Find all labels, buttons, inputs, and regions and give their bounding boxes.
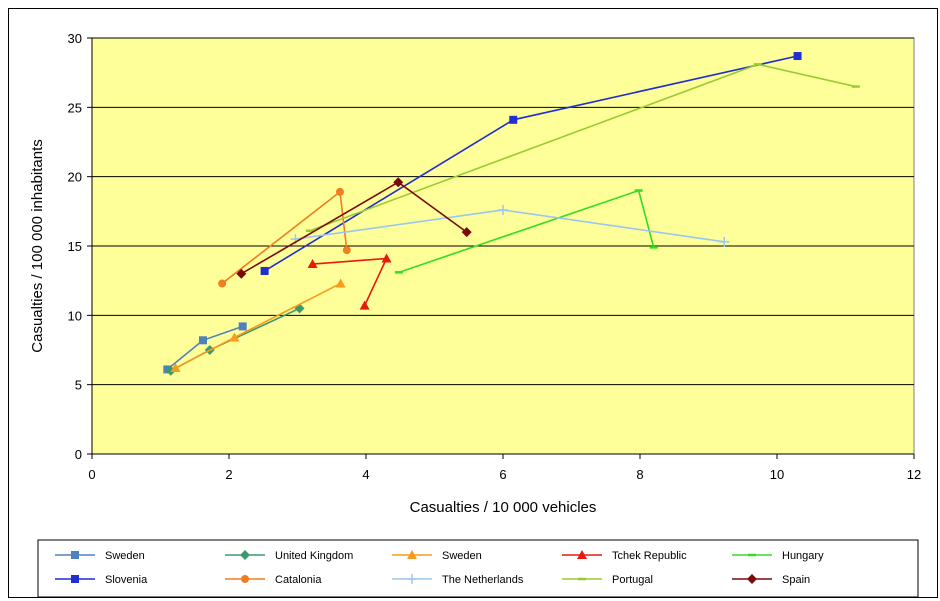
data-point (381, 253, 392, 263)
legend-label: Slovenia (105, 574, 148, 586)
series-8 (305, 63, 860, 232)
legend-marker (407, 550, 417, 559)
data-point (260, 266, 269, 275)
series-layer (163, 52, 860, 376)
legend-label: Sweden (105, 550, 145, 562)
y-tick-label: 0 (75, 447, 82, 462)
data-point (238, 322, 247, 331)
data-point (793, 52, 802, 61)
legend-item: Slovenia (55, 574, 148, 586)
x-axis-title: Casualties / 10 000 vehicles (410, 499, 597, 516)
legend-marker (407, 574, 417, 584)
data-point (461, 227, 472, 238)
y-tick-label: 10 (68, 308, 82, 323)
series-4 (394, 189, 658, 274)
legend-item: Sweden (55, 550, 145, 562)
series-5 (260, 52, 802, 275)
data-point (335, 278, 346, 288)
legend-item: Hungary (732, 550, 824, 562)
y-axis-ticks: 0 5 10 15 20 25 30 (68, 31, 93, 462)
data-point (198, 336, 207, 345)
x-tick-label: 4 (362, 467, 369, 482)
series-3 (307, 253, 392, 310)
series-2 (170, 278, 346, 373)
legend-marker (71, 575, 79, 583)
legend-item: Portugal (562, 574, 653, 586)
x-tick-label: 0 (88, 467, 95, 482)
y-tick-label: 5 (75, 378, 82, 393)
legend-marker (241, 575, 249, 583)
legend-label: Hungary (782, 550, 824, 562)
legend-label: Tchek Republic (612, 550, 687, 562)
data-point (218, 279, 227, 288)
legend-marker (240, 550, 250, 560)
data-point (307, 259, 318, 269)
legend-label: Portugal (612, 574, 653, 586)
x-tick-label: 6 (499, 467, 506, 482)
legend-marker (747, 574, 757, 584)
y-axis-title: Casualties / 100 000 inhabitants (29, 139, 46, 352)
legend-marker (71, 551, 79, 559)
y-tick-label: 20 (68, 170, 82, 185)
legend-marker (577, 550, 587, 559)
data-point (719, 236, 730, 247)
series-7 (290, 204, 730, 247)
y-tick-label: 15 (68, 239, 82, 254)
data-point (170, 363, 181, 373)
legend-items: Sweden United Kingdom Sweden Tchek Republic… (55, 550, 824, 586)
data-point (359, 300, 370, 310)
data-point (498, 204, 508, 215)
x-tick-label: 2 (225, 467, 232, 482)
data-point (393, 177, 404, 188)
data-point (229, 332, 240, 342)
data-point (335, 187, 344, 196)
legend-label: Sweden (442, 550, 482, 562)
y-tick-label: 25 (68, 100, 82, 115)
legend (37, 539, 919, 598)
gridlines (92, 37, 914, 455)
x-axis-ticks: 0 2 4 6 8 10 12 (88, 453, 921, 482)
legend-label: United Kingdom (275, 550, 353, 562)
series-9 (236, 177, 472, 279)
data-point (342, 246, 351, 255)
legend-item: Spain (732, 574, 810, 586)
legend-item: United Kingdom (225, 550, 353, 562)
data-point (236, 268, 247, 279)
legend-item: Sweden (392, 550, 482, 562)
legend-item: Tchek Republic (562, 550, 687, 562)
series-6 (218, 187, 351, 288)
x-tick-label: 10 (770, 467, 784, 482)
legend-label: The Netherlands (442, 574, 524, 586)
legend-label: Spain (782, 574, 810, 586)
legend-item: The Netherlands (392, 574, 524, 586)
x-tick-label: 8 (636, 467, 643, 482)
data-point (509, 115, 518, 124)
y-tick-label: 30 (68, 31, 82, 46)
x-tick-label: 12 (907, 467, 921, 482)
legend-item: Catalonia (225, 574, 322, 586)
legend-label: Catalonia (275, 574, 322, 586)
